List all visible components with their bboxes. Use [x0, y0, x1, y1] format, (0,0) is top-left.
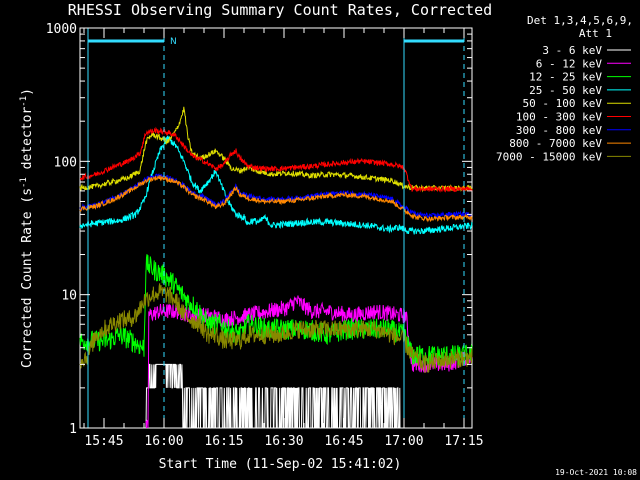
x-tick-label: 17:00 [384, 434, 423, 449]
chart-title: RHESSI Observing Summary Count Rates, Co… [68, 1, 492, 19]
series-100-300-kev [79, 126, 473, 193]
legend-label: 25 - 50 keV [529, 84, 602, 97]
legend-header: Det 1,3,4,5,6,9, [527, 14, 633, 27]
date-annotation: 19-Oct-2021 10:08 [555, 468, 637, 477]
x-axis-label: Start Time (11-Sep-02 15:41:02) [159, 457, 402, 472]
legend-label: 12 - 25 keV [529, 71, 602, 84]
series-layer [79, 106, 473, 429]
x-tick-label: 16:30 [264, 434, 303, 449]
y-axis-label-sup2: -1 [19, 96, 29, 107]
legend-label: 800 - 7000 keV [509, 137, 602, 150]
x-tick-label: 16:00 [144, 434, 183, 449]
axes-layer: 1 10 100 1000 15:45 16:00 16:15 16:30 16:45 17:00… [46, 22, 484, 449]
y-tick-label: 10 [61, 289, 77, 304]
y-axis-label-main: Corrected Count Rate (s [20, 188, 35, 368]
series-3-6-kev [145, 363, 401, 429]
series-7000-15000-kev [79, 283, 473, 374]
y-axis-label: Corrected Count Rate (s-1 detector-1) [19, 88, 35, 368]
x-tick-label: 15:45 [84, 434, 123, 449]
series-800-7000-kev [79, 174, 473, 223]
series-50-100-kev [79, 106, 473, 193]
y-tick-label: 100 [54, 155, 77, 170]
x-tick-label: 16:15 [204, 434, 243, 449]
legend-label: 7000 - 15000 keV [496, 150, 602, 163]
legend-label: 50 - 100 keV [523, 97, 603, 110]
y-axis-label-sup1: -1 [19, 177, 29, 188]
legend-att: Att 1 [579, 27, 612, 40]
y-axis-label-end: ) [20, 88, 35, 96]
y-tick-label: 1000 [46, 22, 77, 37]
x-tick-label: 17:15 [444, 434, 483, 449]
y-tick-label: 1 [69, 422, 77, 437]
legend-label: 3 - 6 keV [542, 44, 602, 57]
series-25-50-kev [79, 135, 473, 235]
legend-label: 300 - 800 keV [516, 124, 602, 137]
night-marker-label: N [170, 37, 177, 47]
x-tick-label: 16:45 [324, 434, 363, 449]
y-axis-label-mid: detector [20, 107, 35, 178]
marker-layer: N [87, 28, 465, 428]
legend-label: 100 - 300 keV [516, 111, 602, 124]
legend-label: 6 - 12 keV [536, 57, 603, 70]
